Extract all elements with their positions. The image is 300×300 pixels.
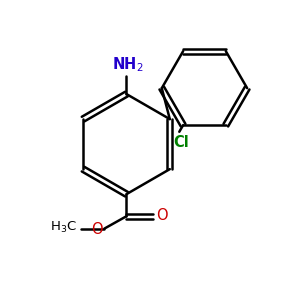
Text: NH$_2$: NH$_2$ bbox=[112, 55, 144, 74]
Text: O: O bbox=[157, 208, 168, 223]
Text: H$_3$C: H$_3$C bbox=[50, 220, 77, 235]
Text: O: O bbox=[91, 222, 103, 237]
Text: Cl: Cl bbox=[173, 135, 189, 150]
